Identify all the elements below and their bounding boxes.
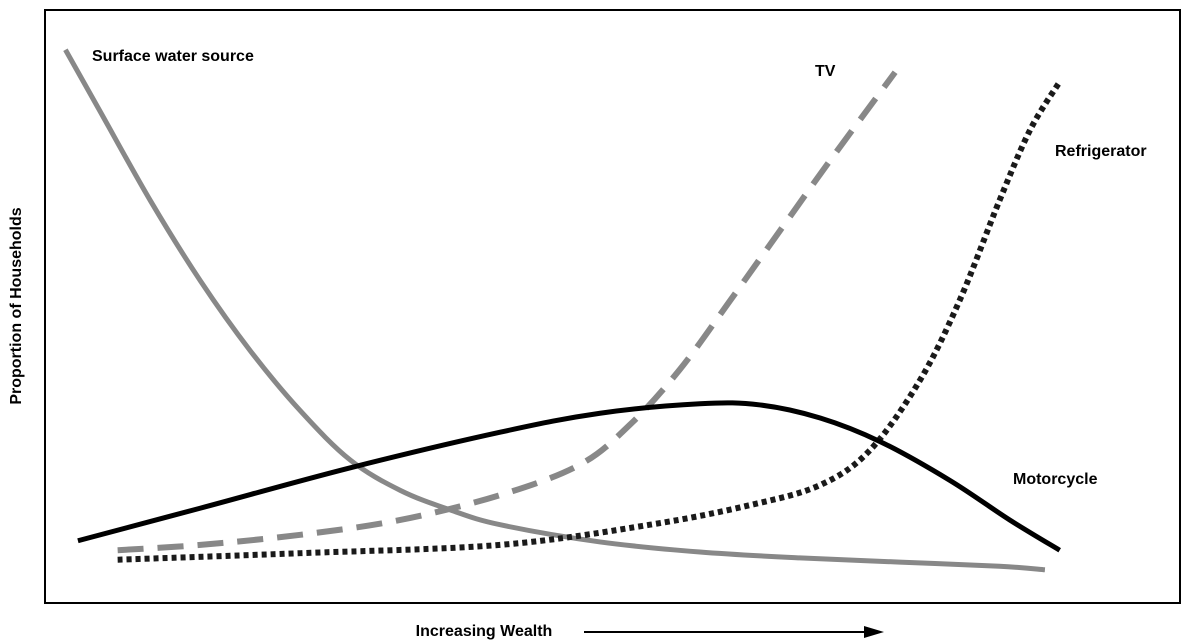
x-axis-label: Increasing Wealth xyxy=(416,623,553,640)
y-axis-label: Proportion of Households xyxy=(8,207,25,404)
series-label: TV xyxy=(815,63,836,80)
series-label: Surface water source xyxy=(92,48,254,65)
series-line xyxy=(117,70,898,554)
series-line xyxy=(77,400,1061,553)
x-arrow-head xyxy=(864,626,884,638)
series-line xyxy=(63,48,1046,573)
series-label: Refrigerator xyxy=(1055,143,1147,160)
plot-frame xyxy=(44,9,1181,604)
series-line xyxy=(117,80,1063,563)
series-label: Motorcycle xyxy=(1013,471,1098,488)
